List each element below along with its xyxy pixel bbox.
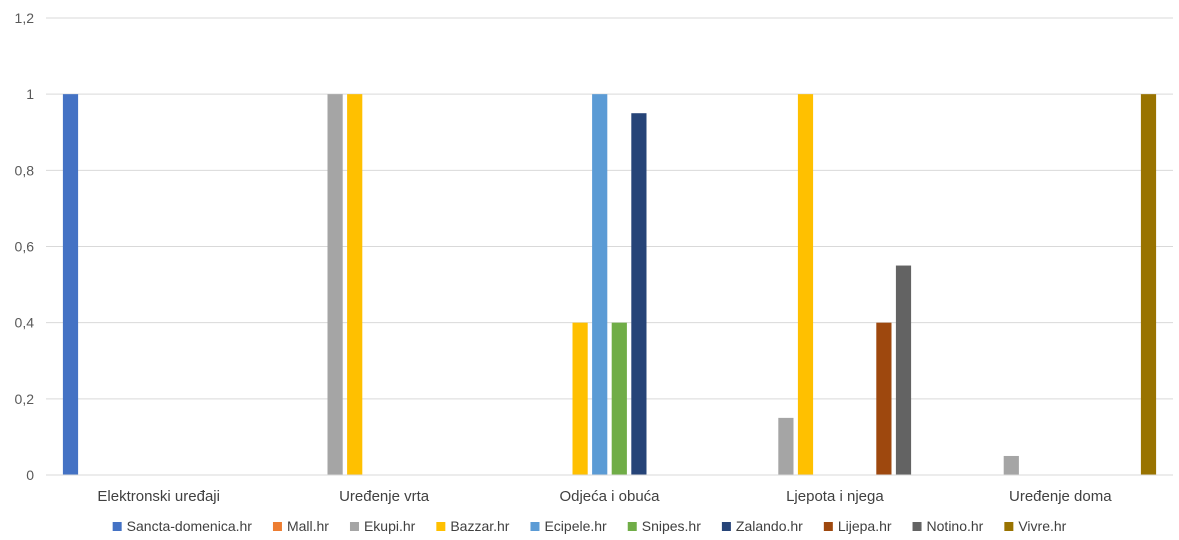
legend-item: Mall.hr [272, 518, 329, 534]
x-category-label: Ljepota i njega [786, 488, 884, 505]
y-axis-ticks: 0 0,2 0,4 0,6 0,8 1 1,2 [15, 10, 35, 483]
bar [631, 113, 647, 475]
legend-item: Vivre.hr [1004, 518, 1067, 534]
bar [778, 417, 794, 475]
bar [1140, 94, 1157, 476]
x-category-label: Uređenje doma [1009, 488, 1112, 505]
legend-label: Notino.hr [927, 518, 984, 534]
bar [327, 94, 343, 476]
legend-item: Zalando.hr [721, 518, 803, 534]
legend-swatch [823, 522, 833, 531]
legend-item: Ekupi.hr [349, 518, 416, 534]
bar [876, 322, 892, 475]
bar [62, 94, 79, 476]
legend-swatch [349, 522, 359, 531]
legend-item: Ecipele.hr [530, 518, 607, 534]
y-tick-label: 1 [26, 86, 34, 102]
y-tick-label: 0,8 [15, 162, 35, 178]
y-tick-label: 1,2 [15, 10, 35, 26]
y-tick-label: 0,4 [15, 315, 35, 331]
legend-label: Mall.hr [287, 518, 329, 534]
legend-swatch [530, 522, 540, 531]
legend-swatch [112, 522, 122, 531]
legend-swatch [912, 522, 922, 531]
legend-item: Sancta-domenica.hr [112, 518, 253, 534]
legend-label: Vivre.hr [1018, 518, 1066, 534]
legend-label: Lijepa.hr [838, 518, 892, 534]
bar [611, 322, 627, 475]
bar [592, 94, 608, 476]
legend-item: Notino.hr [912, 518, 984, 534]
legend-label: Zalando.hr [736, 518, 803, 534]
x-axis-categories: Elektronski uređaji Uređenje vrta Odjeća i… [97, 488, 1112, 505]
legend-swatch [721, 522, 731, 531]
legend-swatch [1004, 522, 1014, 531]
gridlines [46, 17, 1173, 400]
legend-label: Bazzar.hr [450, 518, 509, 534]
legend-swatch [627, 522, 637, 531]
bar [895, 265, 912, 475]
bar [797, 94, 814, 476]
bar [347, 94, 363, 476]
x-category-label: Elektronski uređaji [97, 488, 220, 505]
legend-item: Lijepa.hr [823, 518, 892, 534]
legend: Sancta-domenica.hr Mall.hr Ekupi.hr Bazzar.… [112, 518, 1067, 534]
legend-label: Ekupi.hr [364, 518, 416, 534]
y-tick-label: 0 [26, 467, 34, 483]
legend-label: Sancta-domenica.hr [127, 518, 253, 534]
bars [62, 94, 1157, 476]
legend-label: Ecipele.hr [544, 518, 607, 534]
bar [572, 322, 588, 475]
y-tick-label: 0,6 [15, 239, 35, 255]
x-category-label: Odjeća i obuća [559, 488, 660, 505]
legend-label: Snipes.hr [642, 518, 701, 534]
legend-item: Snipes.hr [627, 518, 701, 534]
legend-item: Bazzar.hr [436, 518, 510, 534]
legend-swatch [272, 522, 282, 531]
x-category-label: Uređenje vrta [339, 488, 430, 505]
y-tick-label: 0,2 [15, 391, 35, 407]
bar [1003, 455, 1019, 475]
legend-swatch [436, 522, 446, 531]
